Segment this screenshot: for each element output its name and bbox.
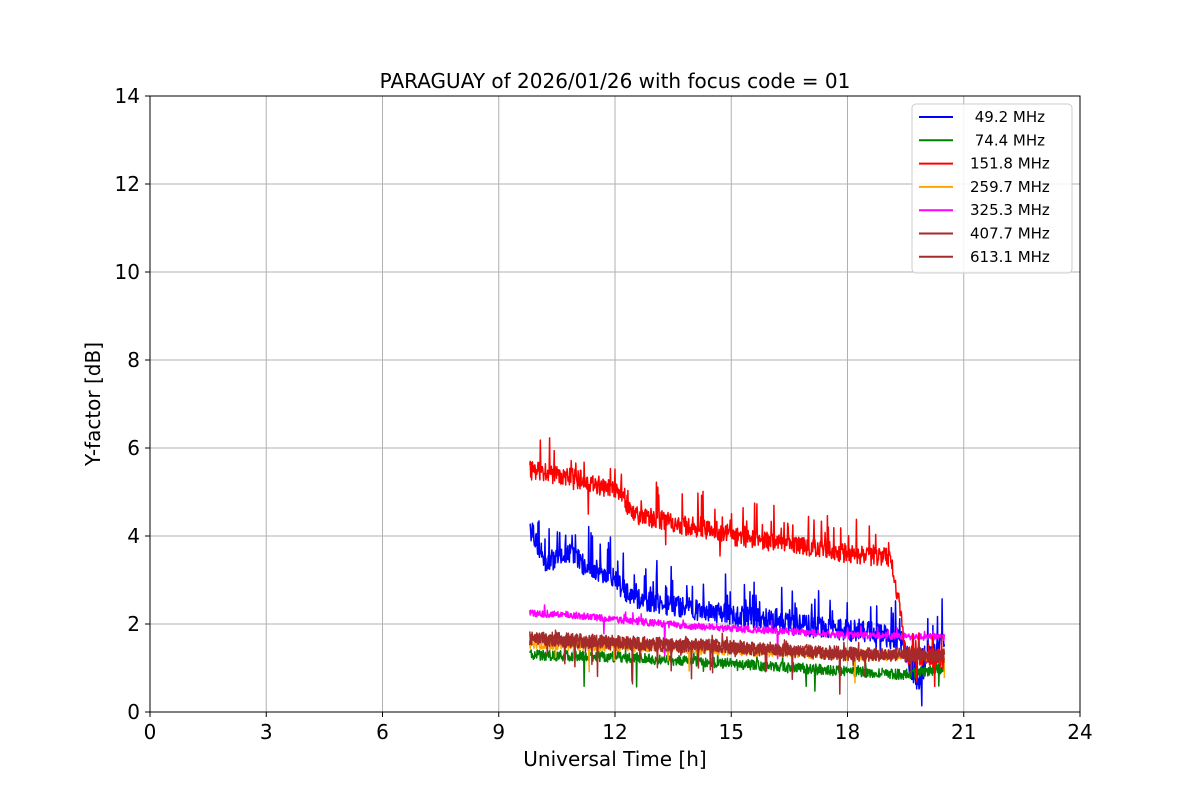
y-tick-label: 2 [127,612,140,636]
x-tick-label: 18 [835,720,860,744]
legend-label: 49.2 MHz [970,108,1045,126]
x-tick-label: 12 [602,720,627,744]
x-tick-label: 21 [951,720,976,744]
legend-label: 407.7 MHz [970,225,1050,243]
legend-box [911,103,1073,274]
series-line [529,437,946,688]
series-line [529,520,946,707]
x-tick-label: 0 [144,720,157,744]
x-tick-label: 9 [492,720,505,744]
legend-label: 151.8 MHz [970,155,1050,173]
y-axis-label: Y-factor [dB] [81,342,105,467]
y-tick-label: 10 [115,260,140,284]
y-tick-label: 4 [127,524,140,548]
series-line [529,644,946,692]
series-line [529,604,946,660]
y-tick-label: 6 [127,436,140,460]
x-tick-label: 6 [376,720,389,744]
x-tick-label: 3 [260,720,273,744]
legend-label: 613.1 MHz [970,248,1050,266]
chart-title: PARAGUAY of 2026/01/26 with focus code =… [380,69,851,93]
series-line [529,632,946,695]
x-tick-label: 15 [719,720,744,744]
y-tick-label: 12 [115,172,140,196]
y-tick-label: 14 [115,84,140,108]
legend-label: 259.7 MHz [970,178,1050,196]
legend-label: 74.4 MHz [970,131,1045,149]
y-tick-label: 0 [127,700,140,724]
series-layer [529,437,946,707]
x-axis-label: Universal Time [h] [523,747,706,771]
y-tick-label: 8 [127,348,140,372]
x-tick-label: 24 [1067,720,1092,744]
legend-label: 325.3 MHz [970,201,1050,219]
legend: 49.2 MHz 74.4 MHz 151.8 MHz 259.7 MHz 325.3… [911,103,1073,274]
